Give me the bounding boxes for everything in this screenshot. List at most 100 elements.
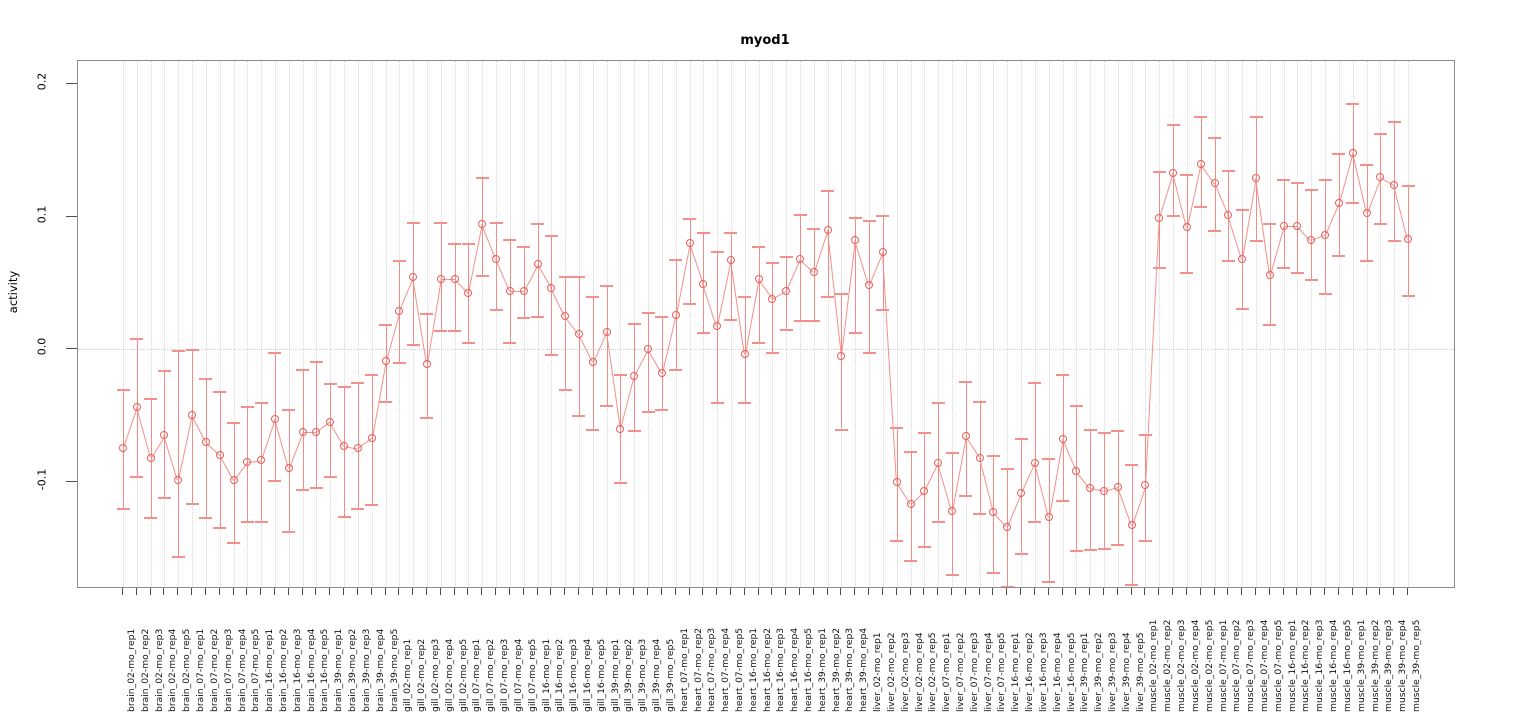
data-point-marker[interactable]: [630, 371, 639, 380]
data-point-marker[interactable]: [1155, 213, 1164, 222]
data-point-marker[interactable]: [1293, 221, 1302, 230]
data-point-marker[interactable]: [602, 327, 611, 336]
data-point-marker[interactable]: [809, 268, 818, 277]
data-point-marker[interactable]: [616, 424, 625, 433]
data-point-marker[interactable]: [519, 286, 528, 295]
data-point-marker[interactable]: [740, 350, 749, 359]
data-point-marker[interactable]: [533, 260, 542, 269]
data-point-marker[interactable]: [1252, 174, 1260, 183]
data-point-marker[interactable]: [547, 284, 556, 293]
data-point-marker[interactable]: [1238, 254, 1247, 263]
data-point-marker[interactable]: [837, 351, 846, 360]
data-point-marker[interactable]: [588, 358, 597, 367]
data-point-marker[interactable]: [851, 236, 860, 245]
data-point-marker[interactable]: [1100, 486, 1109, 495]
data-point-marker[interactable]: [1362, 208, 1371, 217]
data-point-marker[interactable]: [298, 428, 307, 437]
data-point-marker[interactable]: [215, 451, 224, 459]
data-point-marker[interactable]: [464, 289, 473, 298]
data-point-marker[interactable]: [340, 441, 349, 450]
data-point-marker[interactable]: [878, 248, 887, 257]
data-point-marker[interactable]: [450, 274, 459, 283]
data-point-marker[interactable]: [1030, 458, 1039, 467]
data-point-marker[interactable]: [1279, 221, 1288, 230]
x-axis-tick-label: gill_16-mo_rep1: [540, 638, 552, 712]
data-point-marker[interactable]: [1003, 522, 1012, 531]
data-point-marker[interactable]: [1376, 172, 1385, 181]
data-point-marker[interactable]: [574, 330, 583, 339]
data-point-marker[interactable]: [270, 415, 279, 424]
data-point-marker[interactable]: [823, 225, 832, 234]
data-point-marker[interactable]: [561, 311, 570, 320]
data-point-marker[interactable]: [1390, 180, 1399, 189]
data-point-marker[interactable]: [326, 417, 335, 426]
data-point-marker[interactable]: [975, 453, 984, 462]
data-point-marker[interactable]: [1127, 521, 1136, 530]
data-point-marker[interactable]: [1044, 513, 1053, 522]
data-point-marker[interactable]: [934, 458, 943, 467]
data-point-marker[interactable]: [1307, 236, 1316, 245]
series-line-segment: [1186, 163, 1202, 228]
data-point-marker[interactable]: [906, 500, 915, 509]
data-point-marker[interactable]: [1141, 481, 1150, 490]
data-point-marker[interactable]: [1321, 231, 1330, 240]
data-point-marker[interactable]: [174, 476, 183, 485]
data-point-marker[interactable]: [395, 306, 404, 315]
data-point-marker[interactable]: [1348, 148, 1357, 157]
data-point-marker[interactable]: [367, 433, 376, 442]
data-point-marker[interactable]: [436, 274, 445, 283]
data-point-marker[interactable]: [409, 273, 418, 282]
data-point-marker[interactable]: [1182, 223, 1191, 232]
data-point-marker[interactable]: [726, 256, 735, 265]
data-point-marker[interactable]: [1169, 168, 1178, 177]
data-point-marker[interactable]: [353, 444, 362, 453]
data-point-marker[interactable]: [961, 432, 970, 441]
error-bar-cap-lower: [116, 508, 130, 510]
data-point-marker[interactable]: [657, 368, 666, 377]
data-point-marker[interactable]: [754, 274, 763, 283]
data-point-marker[interactable]: [478, 220, 487, 229]
data-point-marker[interactable]: [243, 457, 252, 466]
data-point-marker[interactable]: [146, 453, 155, 462]
data-point-marker[interactable]: [201, 437, 210, 446]
error-bar-cap-lower: [572, 415, 586, 418]
data-point-marker[interactable]: [685, 239, 694, 247]
data-point-marker[interactable]: [1196, 159, 1205, 168]
data-point-marker[interactable]: [1210, 179, 1219, 188]
data-point-marker[interactable]: [920, 486, 929, 495]
data-point-marker[interactable]: [132, 403, 141, 412]
data-point-marker[interactable]: [188, 411, 197, 420]
data-point-marker[interactable]: [1334, 199, 1343, 208]
data-point-marker[interactable]: [381, 356, 390, 365]
data-point-marker[interactable]: [796, 254, 805, 263]
error-bar-cap-upper: [199, 378, 213, 381]
data-point-marker[interactable]: [713, 322, 722, 331]
data-point-marker[interactable]: [257, 456, 266, 465]
data-point-marker[interactable]: [119, 444, 127, 453]
data-point-marker[interactable]: [1072, 466, 1081, 475]
data-point-marker[interactable]: [768, 294, 777, 303]
data-point-marker[interactable]: [1017, 489, 1026, 498]
data-point-marker[interactable]: [1058, 435, 1067, 444]
data-point-marker[interactable]: [1113, 482, 1122, 491]
data-point-marker[interactable]: [1265, 270, 1274, 279]
data-point-marker[interactable]: [492, 254, 501, 263]
data-point-marker[interactable]: [160, 431, 169, 440]
data-point-marker[interactable]: [989, 507, 998, 516]
data-point-marker[interactable]: [505, 286, 514, 295]
data-point-marker[interactable]: [865, 281, 874, 290]
data-point-marker[interactable]: [782, 286, 791, 295]
data-point-marker[interactable]: [644, 345, 653, 353]
data-point-marker[interactable]: [229, 476, 238, 485]
data-point-marker[interactable]: [948, 506, 957, 515]
data-point-marker[interactable]: [892, 477, 901, 486]
data-point-marker[interactable]: [1404, 235, 1412, 244]
data-point-marker[interactable]: [422, 359, 431, 368]
data-point-marker[interactable]: [699, 280, 708, 289]
data-point-marker[interactable]: [284, 464, 293, 473]
data-point-marker[interactable]: [312, 428, 321, 437]
data-point-marker[interactable]: [671, 310, 680, 319]
data-point-marker[interactable]: [1086, 484, 1095, 493]
data-point-marker[interactable]: [1224, 211, 1233, 220]
error-bar: [551, 235, 553, 355]
